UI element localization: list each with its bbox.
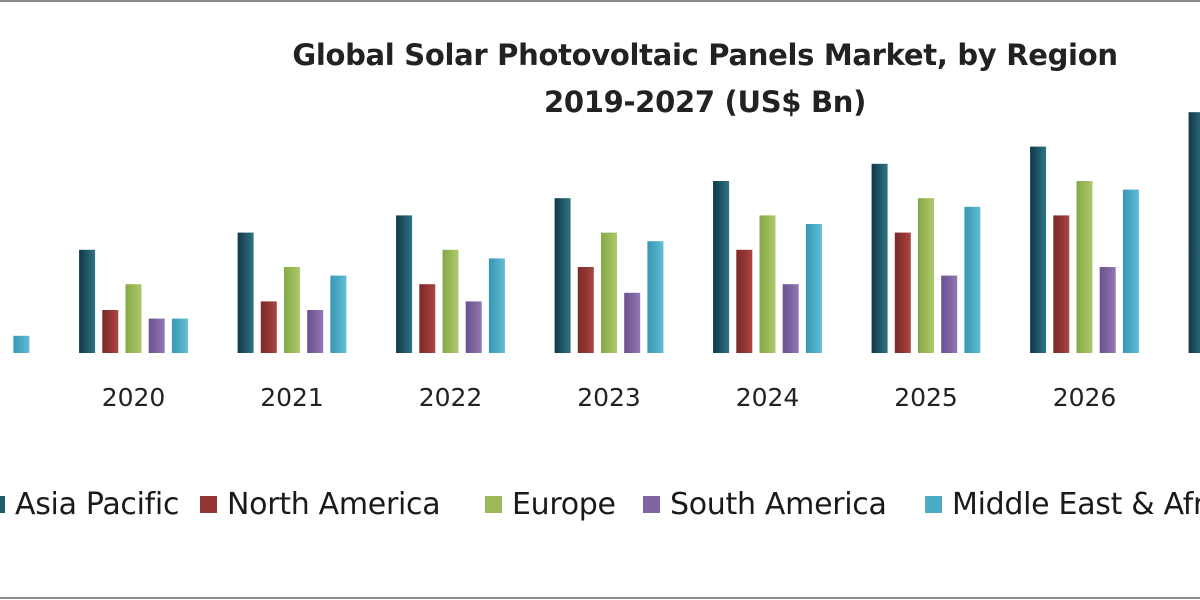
bar-europe-2026 [1076, 181, 1093, 353]
bar-north-america-2024 [736, 249, 753, 353]
x-tick-label-2024: 2024 [736, 383, 800, 412]
bar-middle-east-africa-2021 [330, 275, 347, 353]
bar-asia-pacific-2025 [871, 163, 888, 353]
x-tick-label-2026: 2026 [1053, 383, 1117, 412]
bar-north-america-2022 [419, 284, 436, 353]
x-tick-label-2023: 2023 [577, 383, 641, 412]
bar-europe-2024 [759, 215, 776, 353]
x-tick-label-2021: 2021 [260, 383, 324, 412]
legend-swatch [925, 495, 942, 513]
legend-swatch [0, 495, 5, 513]
bar-south-america-2023 [624, 292, 641, 353]
bar-asia-pacific-2020 [79, 249, 96, 353]
bar-south-america-2020 [148, 318, 165, 353]
bar-middle-east-africa-2025 [964, 206, 981, 353]
x-tick-label-2025: 2025 [894, 383, 958, 412]
bar-europe-2020 [125, 284, 142, 353]
legend-item-south-america: South America [643, 482, 887, 526]
bar-south-america-2026 [1099, 267, 1116, 353]
bars-group [13, 112, 1200, 353]
chart-subtitle: 2019-2027 (US$ Bn) [543, 85, 867, 119]
bar-north-america-2021 [260, 301, 277, 353]
bar-middle-east-africa-2024 [805, 224, 822, 353]
legend-label: Asia Pacific [15, 486, 180, 522]
bar-asia-pacific-2027 [1188, 112, 1200, 353]
bar-middle-east-africa-2022 [488, 258, 505, 353]
bar-europe-2022 [442, 249, 459, 353]
bar-middle-east-africa-2023 [647, 241, 664, 353]
bar-asia-pacific-2022 [396, 215, 413, 353]
x-tick-label-2020: 2020 [102, 383, 166, 412]
legend-item-middle-east-africa: Middle East & Africa [925, 482, 1200, 526]
bar-middle-east-africa-2019 [13, 335, 30, 353]
legend-item-north-america: North America [200, 482, 441, 526]
bar-europe-2025 [918, 198, 934, 353]
bar-south-america-2021 [307, 310, 324, 353]
bar-south-america-2025 [941, 275, 958, 353]
bar-middle-east-africa-2026 [1122, 189, 1139, 353]
legend: Asia Pacific North America Europe South Ame… [0, 482, 1200, 526]
bar-north-america-2025 [894, 232, 911, 353]
bar-asia-pacific-2026 [1030, 146, 1047, 353]
legend-swatch [643, 495, 660, 513]
x-tick-label-2022: 2022 [419, 383, 483, 412]
chart-frame-top-border [0, 0, 1200, 2]
x-axis-tick-labels: 2020 2021 2022 2023 2024 2025 2026 [102, 383, 1117, 412]
legend-item-europe: Europe [485, 482, 616, 526]
legend-swatch [485, 495, 502, 513]
chart-frame-bottom-border [0, 597, 1200, 599]
legend-label: Middle East & Africa [952, 486, 1200, 522]
legend-swatch [200, 495, 217, 513]
bar-south-america-2022 [465, 301, 482, 353]
bar-north-america-2023 [577, 267, 594, 353]
bar-south-america-2024 [782, 284, 799, 353]
bar-asia-pacific-2024 [713, 181, 730, 353]
legend-item-asia-pacific: Asia Pacific [0, 482, 179, 526]
bar-north-america-2026 [1053, 215, 1070, 353]
legend-label: North America [227, 486, 441, 522]
bar-middle-east-africa-2020 [171, 318, 188, 353]
bar-europe-2021 [284, 267, 300, 353]
bar-asia-pacific-2021 [237, 232, 254, 353]
chart-title: Global Solar Photovoltaic Panels Market,… [292, 38, 1118, 72]
bar-asia-pacific-2023 [554, 198, 571, 353]
legend-label: Europe [512, 486, 616, 522]
legend-label: South America [670, 486, 887, 522]
bar-north-america-2020 [102, 310, 119, 353]
bar-europe-2023 [601, 232, 617, 353]
